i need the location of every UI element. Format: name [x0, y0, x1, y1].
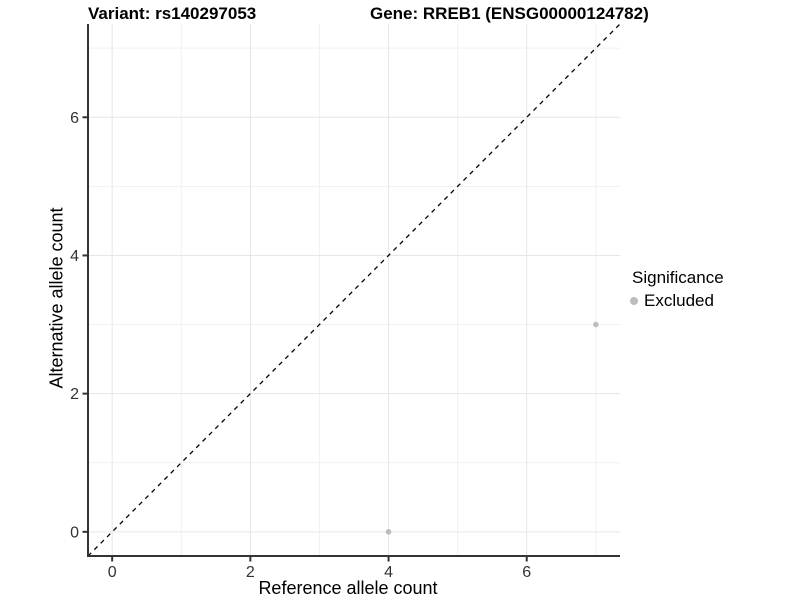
x-tick-label: 4 [384, 564, 393, 581]
legend: Significance Excluded [630, 268, 724, 311]
data-point [385, 529, 392, 535]
x-tick-label: 2 [246, 564, 255, 581]
legend-title: Significance [632, 268, 724, 287]
plot-title-gene: Gene: RREB1 (ENSG00000124782) [370, 4, 649, 23]
y-tick-label: 4 [70, 248, 79, 265]
x-axis-title: Reference allele count [258, 578, 438, 598]
y-tick-label: 2 [70, 386, 79, 403]
identity-dashed-line [87, 23, 621, 557]
x-tick-label: 6 [522, 564, 531, 581]
legend-swatch-excluded [630, 297, 638, 305]
y-axis-title: Alternative allele count [46, 207, 67, 389]
y-tick-label: 0 [70, 524, 79, 541]
legend-item-excluded: Excluded [630, 291, 724, 311]
legend-item-label: Excluded [644, 291, 714, 310]
plot-title-variant: Variant: rs140297053 [88, 4, 257, 23]
data-point [593, 321, 599, 328]
x-tick-label: 0 [108, 564, 117, 581]
y-tick-label: 6 [70, 110, 79, 127]
